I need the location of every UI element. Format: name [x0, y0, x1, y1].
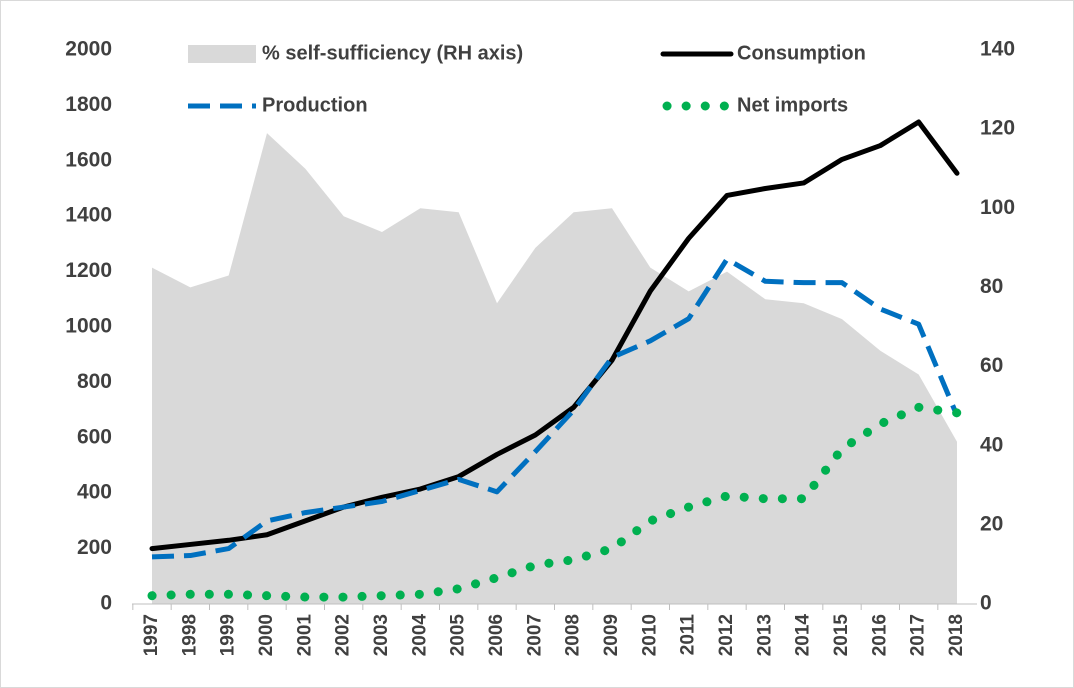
y2-tick-label: 140 — [980, 38, 1015, 61]
x-tick-label: 2000 — [256, 614, 277, 656]
x-tick-label: 2015 — [831, 614, 852, 657]
y-tick-label: 1200 — [65, 259, 112, 282]
x-tick-label: 2007 — [524, 614, 545, 656]
y2-tick-label: 0 — [980, 592, 992, 615]
y-tick-label: 1600 — [65, 148, 112, 171]
y-tick-label: 800 — [77, 370, 112, 393]
y2-tick-label: 120 — [980, 117, 1015, 140]
legend-label: Consumption — [737, 42, 866, 64]
x-tick-label: 2006 — [486, 614, 507, 656]
legend-label: % self-sufficiency (RH axis) — [262, 42, 523, 64]
y2-tick-label: 60 — [980, 354, 1003, 377]
y2-tick-label: 40 — [980, 433, 1003, 456]
x-tick-label: 2004 — [409, 614, 430, 657]
x-tick-label: 2003 — [371, 614, 392, 656]
y2-tick-label: 80 — [980, 275, 1003, 298]
y-tick-label: 0 — [100, 592, 112, 615]
x-tick-label: 2016 — [869, 614, 890, 656]
x-tick-label: 2005 — [448, 614, 469, 657]
y-tick-label: 1000 — [65, 315, 112, 338]
x-tick-label: 1997 — [141, 614, 162, 656]
legend-label: Production — [262, 94, 368, 116]
y2-tick-label: 20 — [980, 512, 1003, 535]
y-tick-label: 600 — [77, 425, 112, 448]
y-tick-label: 1800 — [65, 93, 112, 116]
legend-swatch — [188, 45, 256, 63]
legend-label: Net imports — [737, 94, 848, 116]
x-tick-label: 2011 — [678, 614, 699, 656]
line — [149, 119, 960, 552]
x-tick-label: 2014 — [793, 614, 814, 657]
y-tick-label: 2000 — [65, 38, 112, 61]
x-tick-label: 2010 — [639, 614, 660, 656]
x-tick-label: 2018 — [946, 614, 967, 656]
x-tick-label: 2008 — [563, 614, 584, 656]
x-tick-label: 1998 — [179, 614, 200, 656]
y-tick-label: 1400 — [65, 204, 112, 227]
y-tick-label: 400 — [77, 481, 112, 504]
x-tick-label: 2017 — [908, 614, 929, 656]
x-tick-label: 1999 — [218, 614, 239, 656]
x-tick-label: 2002 — [333, 614, 354, 656]
area — [152, 133, 957, 604]
x-tick-label: 2012 — [716, 614, 737, 656]
y2-tick-label: 100 — [980, 196, 1015, 219]
x-tick-label: 2001 — [294, 614, 315, 657]
y-tick-label: 200 — [77, 536, 112, 559]
x-tick-label: 2013 — [754, 614, 775, 656]
line — [151, 256, 960, 560]
x-tick-label: 2009 — [601, 614, 622, 656]
line — [147, 402, 962, 602]
